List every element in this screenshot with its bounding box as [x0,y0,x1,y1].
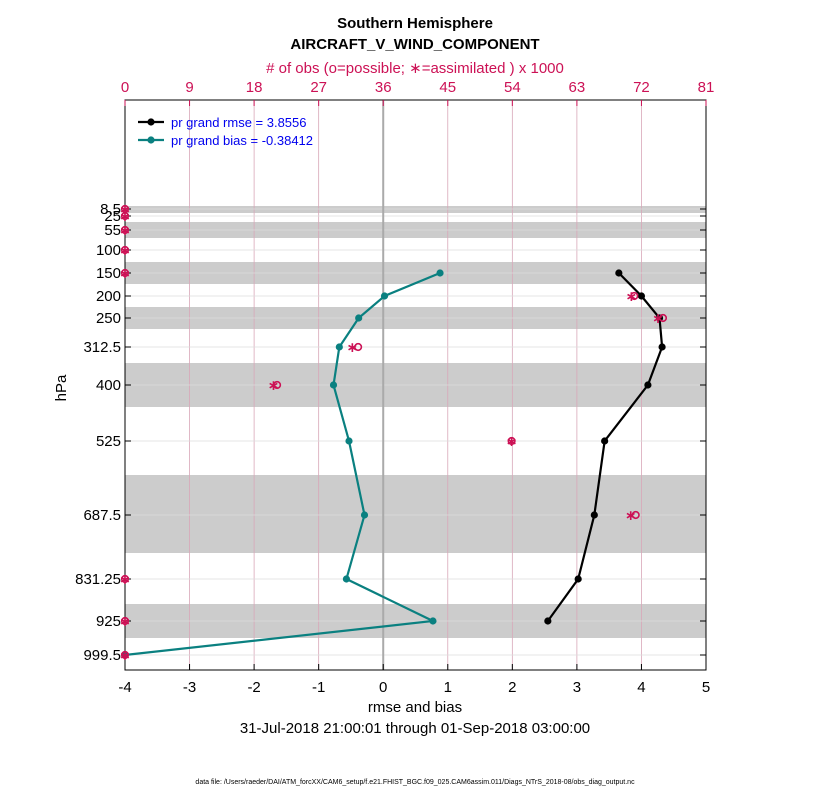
legend-point-0 [147,118,155,126]
top-tick-label: 0 [121,79,129,96]
y-tick-label: 687.5 [83,507,121,524]
obs-assimilated-marker: ∗ [626,289,638,305]
y-tick-label: 55 [104,222,121,239]
obs-assimilated-marker: ∗ [119,266,131,282]
obs-possible-marker [630,291,639,301]
date-range: 31-Jul-2018 21:00:01 through 01-Sep-2018… [240,720,590,737]
obs-markers: ∗∗∗∗∗∗∗∗∗∗∗∗∗∗ [119,202,668,664]
top-tick-label: 72 [633,79,650,96]
y-tick-label: 150 [96,265,121,282]
y-tick-label: 925 [96,613,121,630]
obs-possible-marker [120,574,130,584]
obs-assimilated-marker: ∗ [268,378,280,394]
grid-lines [124,99,707,671]
obs-possible-marker [507,436,516,446]
pressure-band [125,475,706,553]
series-point-0 [590,511,598,519]
obs-possible-marker [120,225,130,235]
y-tick-label: 25 [104,208,121,225]
series-point-1 [360,511,369,519]
y-tick-label: 312.5 [83,339,121,356]
legend-point-1 [147,136,155,144]
y-tick-label: 8.5 [100,201,121,218]
top-tick-label: 81 [698,79,715,96]
series-point-1 [335,343,343,351]
chart-subtitle: AIRCRAFT_V_WIND_COMPONENT [290,36,539,53]
x-tick-label: 1 [444,679,452,696]
top-axis-label: # of obs (o=possible; ∗=assimilated ) x … [266,60,564,77]
x-tick-label: -1 [312,679,325,696]
obs-possible-marker [354,342,363,352]
obs-assimilated-marker: ∗ [347,340,359,356]
x-tick-label: 3 [573,679,581,696]
x-tick-label: 4 [637,679,645,696]
series-point-0 [601,437,609,445]
obs-assimilated-marker: ∗ [119,202,131,218]
legend-label-0: pr grand rmse = 3.8556 [171,115,307,130]
series-point-0 [574,575,582,583]
x-tick-label: -3 [183,679,196,696]
series-point-1 [121,651,129,659]
x-axis-label: rmse and bias [368,699,462,716]
obs-possible-marker [631,510,640,520]
obs-possible-marker [658,313,668,323]
y-tick-label: 831.25 [75,571,121,588]
obs-assimilated-marker: ∗ [652,311,664,327]
top-tick-label: 9 [185,79,193,96]
y-tick-label: 100 [96,242,121,259]
x-tick-label: 0 [379,679,387,696]
top-tick-label: 27 [310,79,327,96]
series-point-1 [329,381,338,389]
series-point-1 [345,437,353,445]
legend-label-1: pr grand bias = -0.38412 [171,133,313,148]
series-point-1 [380,292,389,300]
series-point-0 [637,292,646,300]
y-tick-label: 525 [96,433,121,450]
y-axis-label: hPa [53,374,70,401]
y-tick-label: 999.5 [83,647,121,664]
axis-labels: -4 -3 -2 -1 0 1 2 3 4 50 9 18 27 36 45 54 63 72 818.525551… [75,79,714,696]
top-tick-label: 54 [504,79,521,96]
series-point-1 [436,269,444,277]
obs-assimilated-marker: ∗ [119,209,131,225]
y-tick-label: 250 [96,310,121,327]
series-point-0 [615,269,623,277]
obs-possible-marker [120,245,130,255]
series-point-0 [544,617,552,625]
obs-possible-marker [120,650,130,660]
obs-assimilated-marker: ∗ [119,243,131,259]
x-tick-label: -4 [118,679,131,696]
obs-assimilated-marker: ∗ [119,614,131,630]
obs-possible-marker [120,616,130,626]
series-point-0 [658,343,666,351]
y-tick-label: 200 [96,288,121,305]
obs-assimilated-marker: ∗ [119,572,131,588]
top-tick-label: 36 [375,79,392,96]
series-point-1 [429,617,437,625]
series-line-1 [124,271,441,657]
obs-assimilated-marker: ∗ [119,648,131,664]
x-tick-label: 2 [508,679,516,696]
series-point-1 [342,575,351,583]
x-tick-label: -2 [247,679,260,696]
top-tick-label: 45 [439,79,456,96]
series-point-0 [644,381,652,389]
x-tick-label: 5 [702,679,710,696]
obs-possible-marker [120,268,130,278]
chart-title: Southern Hemisphere [337,15,493,32]
series-layer [121,269,666,659]
y-tick-label: 400 [96,377,121,394]
pressure-band [125,206,706,213]
top-tick-label: 18 [246,79,263,96]
obs-assimilated-marker: ∗ [119,223,131,239]
obs-possible-marker [120,211,130,221]
series-point-1 [355,314,363,322]
legend: pr grand rmse = 3.8556 pr grand bias = -0… [138,115,313,148]
footnote: data file: /Users/raeder/DAI/ATM_forcXX/… [195,779,635,786]
top-tick-label: 63 [569,79,586,96]
obs-assimilated-marker: ∗ [625,508,637,524]
obs-assimilated-marker: ∗ [506,434,518,450]
obs-possible-marker [272,380,282,390]
